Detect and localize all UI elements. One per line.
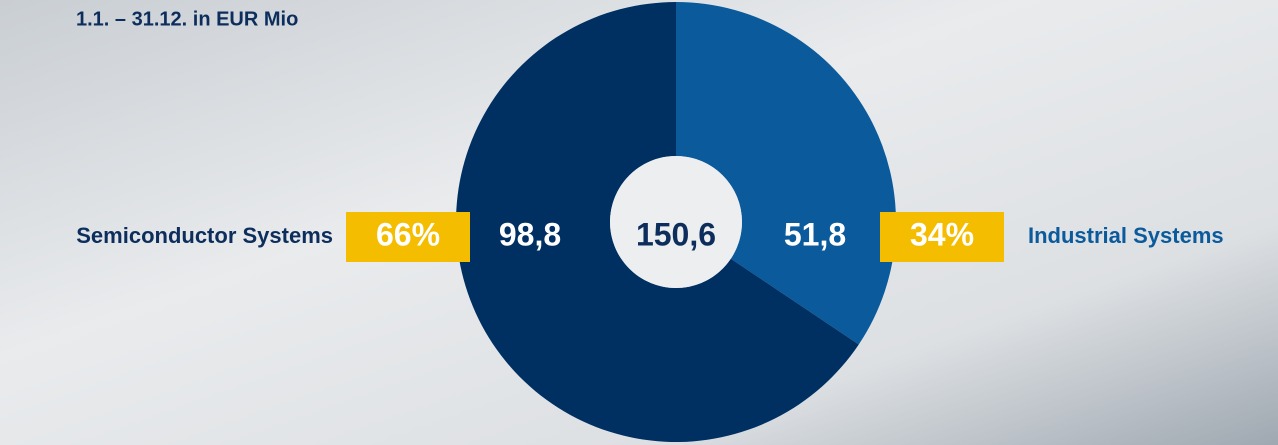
category-label: Semiconductor Systems xyxy=(76,223,333,248)
value-label: 98,8 xyxy=(499,216,561,252)
chart-title: 1.1. – 31.12. in EUR Mio xyxy=(76,8,298,30)
chart: 1.1. – 31.12. in EUR Mio 150,6 51,8 34% Ind… xyxy=(0,0,1278,445)
category-label: Industrial Systems xyxy=(1028,223,1224,248)
value-label: 51,8 xyxy=(784,216,846,252)
share-label: 66% xyxy=(376,216,440,252)
total-label: 150,6 xyxy=(636,216,716,252)
share-label: 34% xyxy=(910,216,974,252)
